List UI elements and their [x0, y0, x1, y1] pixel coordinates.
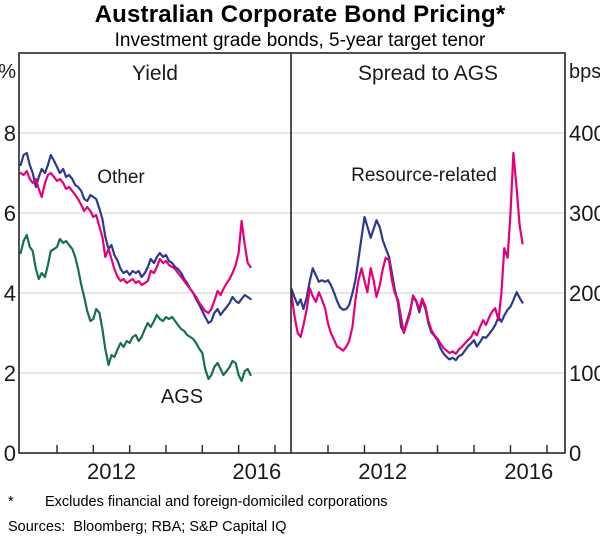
x-tick-label: 2016 — [232, 459, 281, 484]
series-line-right-other — [290, 215, 524, 362]
plot-border — [18, 52, 566, 454]
right-axis-unit-label: bps — [569, 61, 600, 83]
sources-line: Sources: Bloomberg; RBA; S&P Capital IQ — [8, 519, 287, 535]
left-y-tick-label: 2 — [4, 361, 16, 386]
series-layer — [19, 151, 524, 383]
static-labels-layer: % bps Yield Spread to AGS Other AGS Reso… — [0, 61, 600, 408]
axis-labels-layer: 8 6 4 2 0 400 300 200 100 0 2012 2016 2012 2016 — [4, 121, 600, 484]
series-label-ags: AGS — [161, 386, 203, 408]
x-tick-label: 2012 — [358, 459, 407, 484]
x-tick-label: 2012 — [87, 459, 136, 484]
chart-subtitle: Investment grade bonds, 5-year target te… — [114, 30, 486, 51]
series-label-resource: Resource-related — [351, 165, 497, 186]
right-y-tick-label: 100 — [569, 361, 600, 386]
footnote-text: Excludes financial and foreign-domiciled… — [45, 494, 388, 510]
chart-canvas: 8 6 4 2 0 400 300 200 100 0 2012 2016 2012 2016 % bps… — [0, 52, 600, 484]
series-line-left-ags — [19, 233, 252, 383]
right-y-tick-label: 200 — [569, 281, 600, 306]
right-y-tick-label: 300 — [569, 201, 600, 226]
panel-title-yield: Yield — [132, 62, 178, 85]
footnote-marker: * — [8, 494, 14, 510]
series-label-other: Other — [97, 167, 145, 188]
left-y-tick-label: 4 — [4, 281, 16, 306]
right-y-tick-label: 400 — [569, 121, 600, 146]
right-y-tick-label: 0 — [569, 441, 581, 466]
frame-layer — [18, 52, 566, 454]
left-axis-unit-label: % — [0, 61, 16, 83]
series-line-left-resource — [19, 169, 252, 315]
left-y-tick-label: 8 — [4, 121, 16, 146]
panel-title-spread: Spread to AGS — [358, 62, 498, 85]
left-y-tick-label: 0 — [4, 441, 16, 466]
chart-title: Australian Corporate Bond Pricing* — [94, 1, 506, 28]
series-line-right-resource — [290, 151, 524, 355]
footnote: * Excludes financial and foreign-domicile… — [8, 494, 592, 510]
series-line-left-other — [19, 151, 252, 325]
left-y-tick-label: 6 — [4, 201, 16, 226]
x-tick-label: 2016 — [504, 459, 553, 484]
